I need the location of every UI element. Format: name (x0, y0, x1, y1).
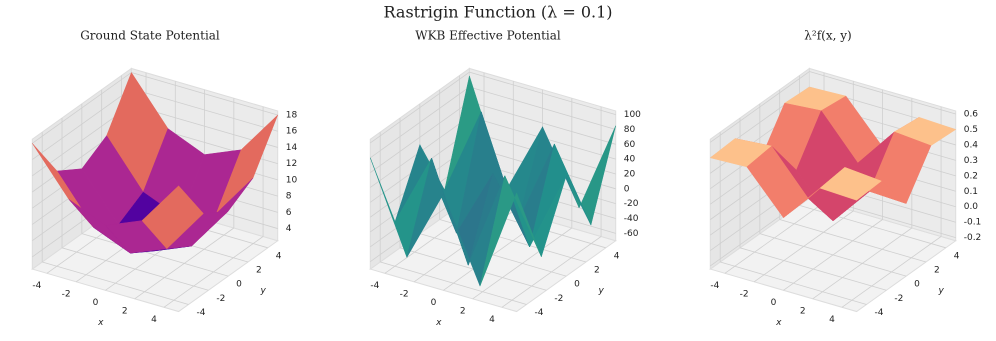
y-tick-label: 4 (276, 251, 282, 261)
x-tick-label: -4 (32, 281, 41, 291)
z-tick-label: 40 (624, 155, 636, 165)
x-axis-label: x (775, 318, 782, 328)
grid-line (380, 261, 527, 305)
y-tick-label: 2 (594, 265, 600, 275)
grid-line (32, 72, 132, 144)
y-tick-label: 0 (914, 280, 920, 290)
grid-line (739, 247, 887, 291)
z-tick-label: 0.6 (964, 110, 979, 120)
subplot-title: WKB Effective Potential (415, 29, 561, 43)
z-tick-label: 0.0 (964, 202, 979, 212)
subplot: WKB Effective Potential-4-2024-4-2024-60… (369, 29, 641, 328)
subplot-title: Ground State Potential (80, 29, 220, 43)
y-tick-label: -4 (875, 308, 884, 318)
grid-line (42, 261, 189, 305)
y-axis-label: y (597, 286, 604, 296)
grid-line (710, 71, 810, 143)
grid-line (131, 72, 278, 116)
x-axis-label: x (435, 318, 442, 328)
x-tick-label: -2 (62, 289, 71, 299)
surface-patch (819, 167, 882, 201)
y-tick-label: 4 (954, 251, 960, 261)
grid-line (32, 88, 132, 160)
x-tick-label: 4 (829, 315, 835, 325)
subplot-title: λ²f(x, y) (804, 29, 851, 43)
y-axis-label: y (259, 286, 266, 296)
x-tick-label: 0 (431, 298, 437, 308)
grid-line (419, 233, 567, 277)
z-tick-label: 6 (286, 208, 292, 218)
grid-line (469, 86, 616, 130)
x-tick-label: -2 (400, 289, 409, 299)
x-tick-label: 0 (771, 298, 777, 308)
grid-line (61, 247, 209, 291)
z-tick-label: 18 (286, 110, 298, 120)
grid-line (469, 71, 616, 116)
grid-line (759, 233, 907, 277)
x-tick-label: 2 (800, 306, 806, 316)
x-tick-label: 4 (151, 315, 157, 325)
y-tick-label: 0 (574, 280, 580, 290)
z-tick-label: 0.1 (964, 187, 978, 197)
y-tick-label: -4 (535, 308, 544, 318)
y-tick-label: 2 (256, 265, 262, 275)
x-tick-label: -4 (710, 281, 719, 291)
subplot: λ²f(x, y) -4 -2 0 2 4 -4 -2 0 2 4 -0.2 -0.1 0.0 0.1 0.2… (709, 29, 982, 328)
z-tick-label: 4 (286, 224, 292, 234)
grid-line (720, 261, 867, 305)
grid-line (81, 233, 229, 277)
x-tick-label: -4 (370, 281, 379, 291)
y-tick-label: 0 (236, 280, 242, 290)
z-tick-label: 60 (624, 140, 636, 150)
grid-line (131, 88, 278, 132)
z-tick-label: 10 (286, 175, 298, 185)
z-tick-label: 0.4 (964, 140, 979, 150)
z-tick-label: 0.5 (964, 125, 978, 135)
grid-line (779, 219, 927, 263)
grid-line (370, 86, 470, 159)
z-tick-label: 14 (286, 143, 298, 153)
z-tick-label: -0.1 (964, 218, 982, 228)
x-tick-label: 4 (489, 315, 495, 325)
z-tick-label: 20 (624, 169, 636, 179)
y-tick-label: -2 (894, 294, 903, 304)
y-tick-label: -2 (554, 294, 563, 304)
z-tick-label: -20 (624, 199, 639, 209)
y-tick-label: 4 (614, 251, 620, 261)
x-axis-label: x (97, 318, 104, 328)
x-tick-label: 2 (460, 306, 466, 316)
z-tick-label: 100 (624, 110, 641, 120)
surface-patch (479, 174, 542, 287)
x-tick-label: 0 (93, 298, 99, 308)
grid-line (809, 71, 956, 115)
grid-line (370, 71, 470, 144)
z-tick-label: -0.2 (964, 233, 982, 243)
y-axis-label: y (937, 286, 944, 296)
subplot: Ground State Potential -4 -2 0 2 4 -4 -2 0 2 4 4 6 8 1… (31, 29, 298, 328)
y-tick-label: 2 (934, 265, 940, 275)
z-tick-label: 0.2 (964, 171, 978, 181)
grid-line (370, 101, 470, 173)
figure-title: Rastrigin Function (λ = 0.1) (384, 3, 613, 22)
y-tick-label: -2 (216, 294, 225, 304)
z-tick-label: 16 (286, 127, 298, 137)
y-tick-label: -4 (197, 308, 206, 318)
z-tick-label: -40 (624, 214, 639, 224)
z-tick-label: -60 (624, 229, 639, 239)
x-tick-label: -2 (740, 289, 749, 299)
z-tick-label: 0 (624, 184, 630, 194)
z-tick-label: 0.3 (964, 156, 978, 166)
surface-patch (141, 185, 204, 250)
z-tick-label: 12 (286, 159, 297, 169)
x-tick-label: 2 (122, 306, 128, 316)
z-tick-label: 8 (286, 192, 292, 202)
grid-line (469, 101, 616, 145)
z-tick-label: 80 (624, 125, 636, 135)
